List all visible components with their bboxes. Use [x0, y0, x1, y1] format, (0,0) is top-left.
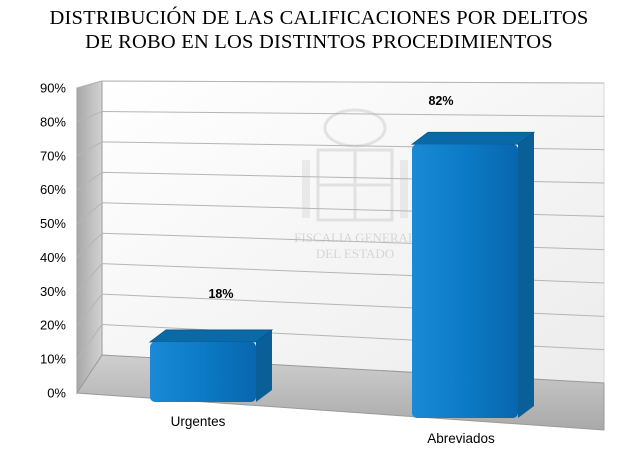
y-tick-label: 30% [40, 284, 66, 299]
y-tick-label: 70% [40, 148, 66, 163]
bar-top [148, 329, 274, 343]
bar-side [256, 329, 272, 402]
chart-title-line-1: DISTRIBUCIÓN DE LAS CALIFICACIONES POR D… [49, 7, 589, 29]
data-labels: 18% 82% [208, 94, 453, 301]
category-label: Urgentes [171, 414, 226, 429]
gridline [76, 110, 605, 123]
y-tick-label: 50% [40, 216, 66, 231]
bar-front [150, 341, 256, 402]
y-tick-label: 60% [40, 182, 66, 197]
y-tick-label: 90% [40, 81, 66, 96]
y-tick-label: 20% [40, 318, 66, 333]
bar [148, 329, 274, 402]
chart-title-line-2: DE ROBO EN LOS DISTINTOS PROCEDIMIENTOS [85, 31, 553, 53]
bar [410, 131, 536, 418]
data-label: 82% [428, 94, 453, 108]
bar-top [410, 131, 536, 145]
bar-side [518, 132, 534, 418]
y-tick-label: 40% [40, 250, 66, 265]
bar-front [412, 144, 518, 418]
data-label: 18% [208, 287, 233, 301]
watermark-line-1: FISCALIA GENERAL [294, 230, 416, 245]
watermark-line-2: DEL ESTADO [316, 246, 394, 261]
y-tick-label: 10% [40, 352, 66, 367]
y-axis-ticks: 0% 10% 20% 30% 40% 50% 60% 70% 80% 90% [40, 81, 66, 401]
category-label: Abreviados [427, 431, 495, 446]
chart-title: DISTRIBUCIÓN DE LAS CALIFICACIONES POR D… [0, 6, 638, 54]
y-tick-label: 80% [40, 114, 66, 129]
y-tick-label: 0% [47, 386, 66, 401]
category-labels: Urgentes Abreviados [171, 414, 495, 446]
seal-emblem [302, 108, 408, 222]
gridline [76, 80, 605, 89]
bars [148, 131, 536, 418]
